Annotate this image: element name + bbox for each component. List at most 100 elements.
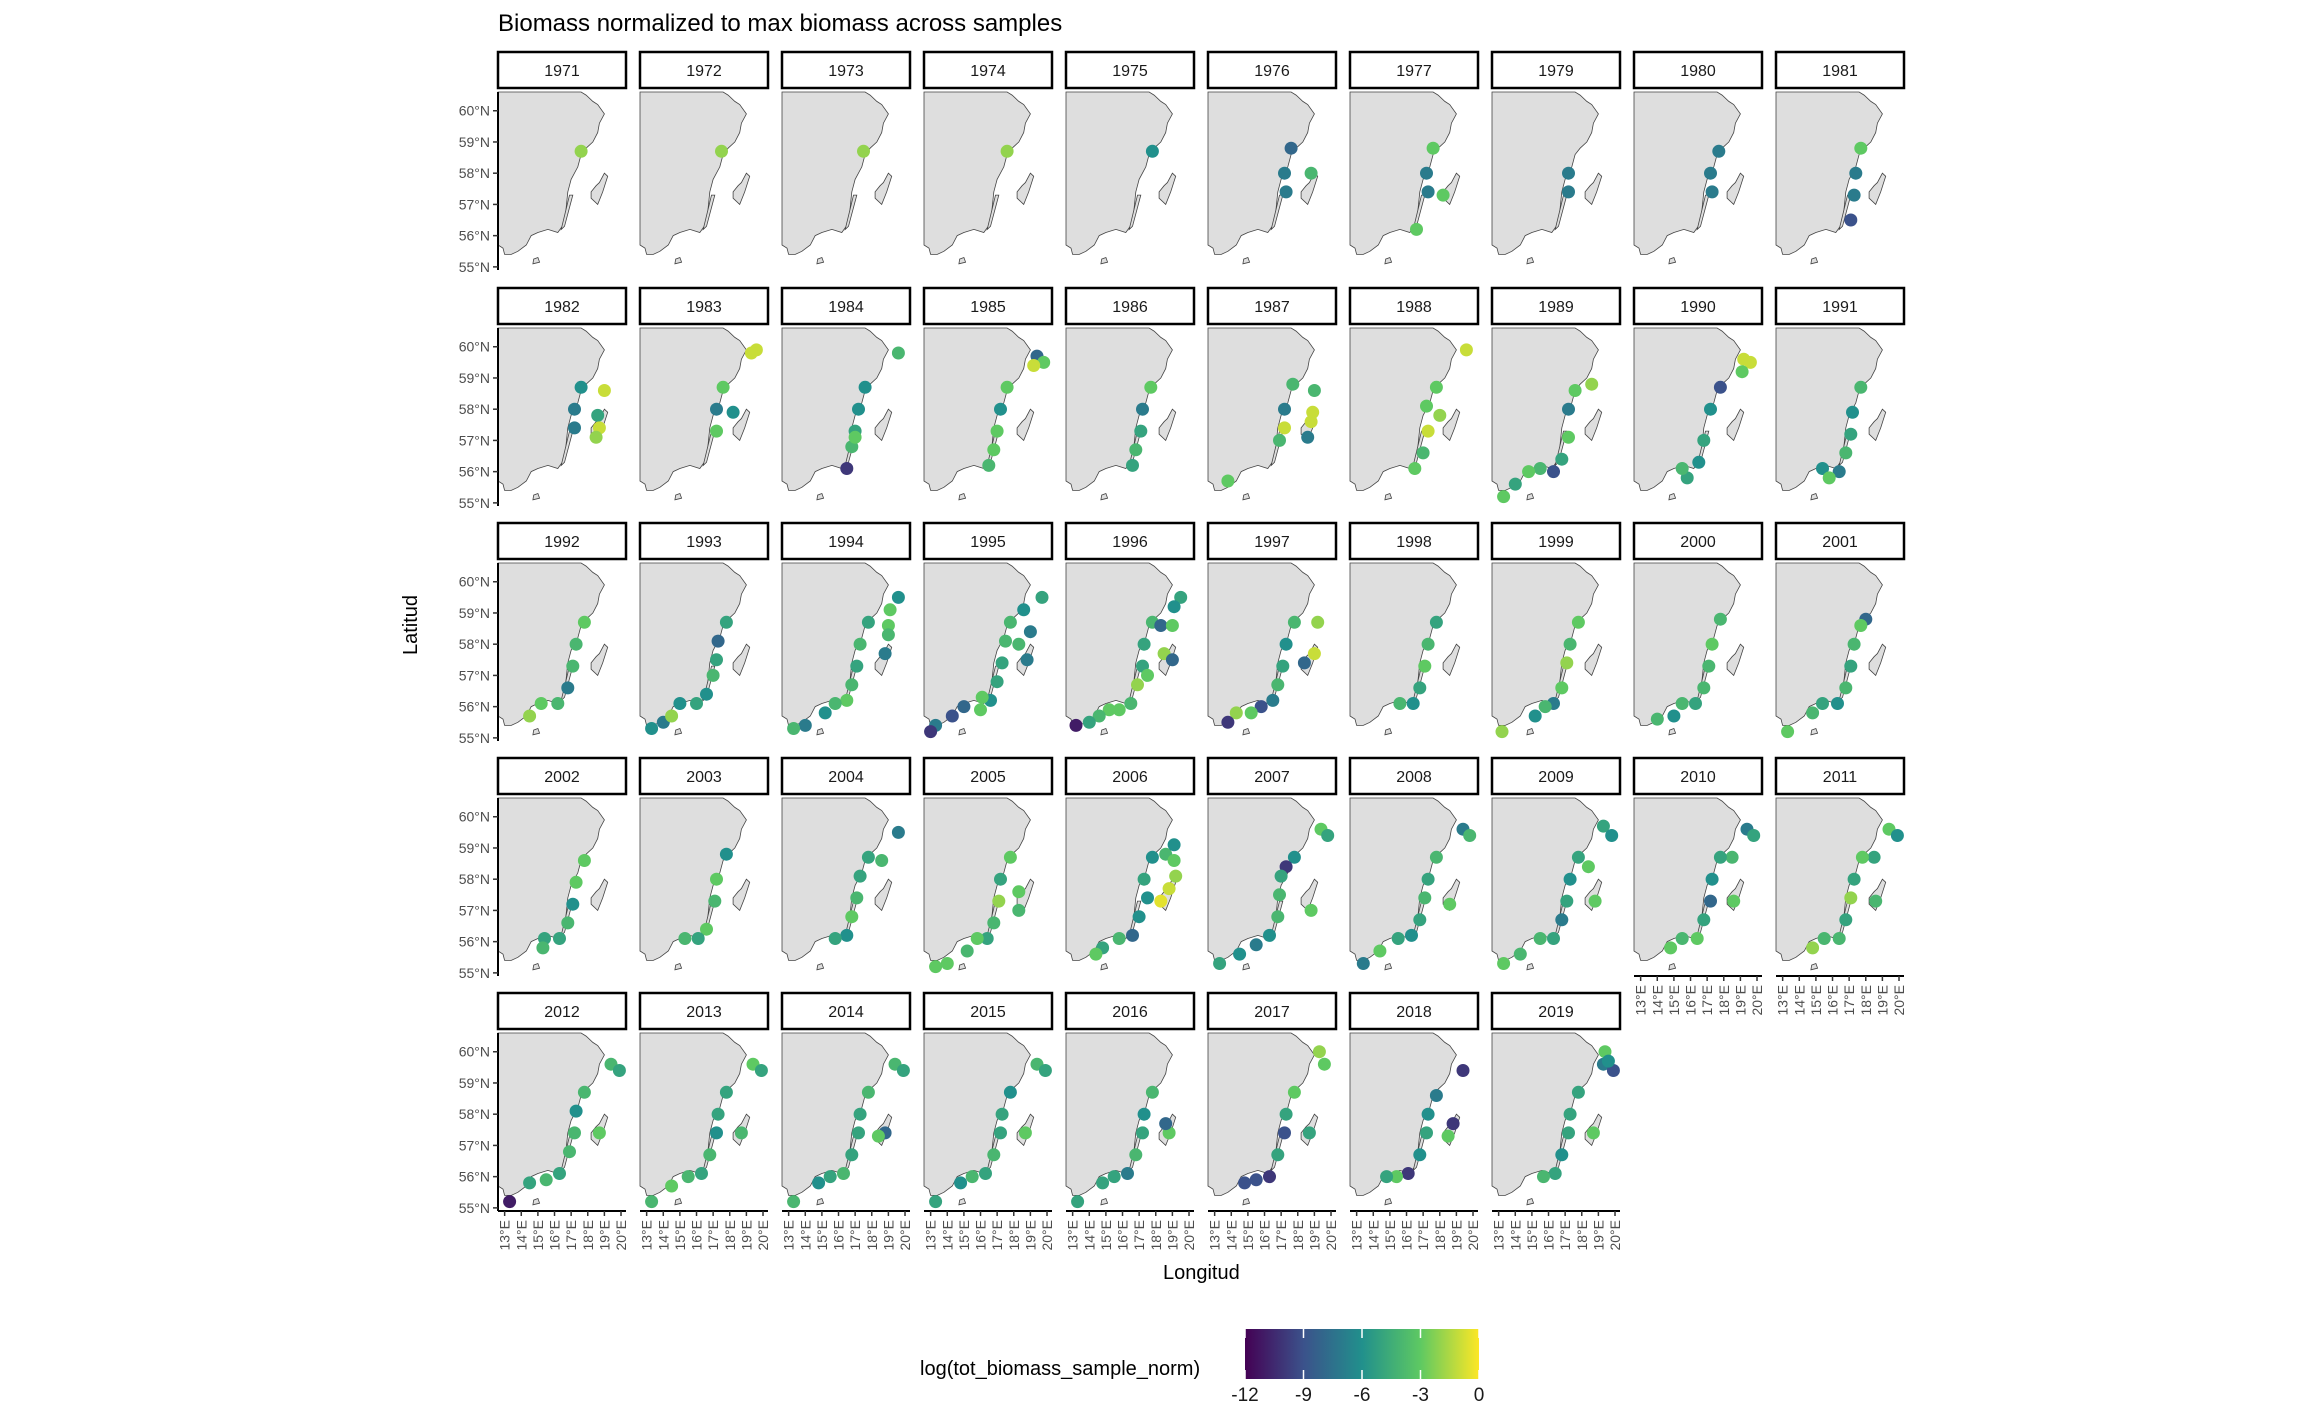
x-tick-label: 14°E: [1791, 985, 1807, 1016]
data-point: [940, 957, 954, 970]
facet-panel-1977: 1977: [1348, 50, 1480, 265]
x-tick-label: 16°E: [1257, 1220, 1273, 1251]
facet-strip: [1064, 521, 1196, 561]
data-point: [710, 424, 723, 438]
facet-strip-label: 2013: [686, 1004, 722, 1021]
facet-strip: [1064, 50, 1196, 90]
facet-strip: [780, 50, 912, 90]
bornholm-shape: [1668, 256, 1677, 265]
data-point: [994, 1126, 1007, 1140]
data-point: [1497, 490, 1511, 504]
data-point: [1167, 600, 1181, 614]
y-tick-label: 57°N: [459, 667, 490, 683]
facet-strip: [1064, 991, 1196, 1031]
data-point: [1601, 1054, 1615, 1068]
data-point: [563, 1145, 576, 1159]
data-point: [710, 653, 723, 667]
facet-strip-label: 1999: [1538, 534, 1574, 551]
facet-strip-label: 1982: [544, 299, 580, 316]
mainland-shape: [1065, 327, 1173, 491]
data-point: [1522, 465, 1536, 479]
data-point: [1816, 462, 1829, 475]
bornholm-shape: [1810, 256, 1819, 265]
data-point: [891, 825, 905, 839]
data-point: [1000, 144, 1014, 158]
bornholm-shape: [958, 727, 967, 736]
data-point: [1562, 166, 1575, 180]
data-point: [1831, 697, 1844, 710]
y-tick-label: 55°N: [459, 259, 490, 275]
mainland-shape: [497, 1032, 605, 1196]
data-point: [1069, 718, 1083, 732]
data-point: [1586, 1126, 1600, 1140]
facet-strip-label: 2011: [1823, 769, 1858, 786]
x-tick-label: 16°E: [1115, 1220, 1131, 1251]
gotland-shape: [1868, 172, 1887, 206]
x-tick-label: 16°E: [831, 1220, 847, 1251]
data-point: [1735, 365, 1749, 379]
data-point: [1562, 185, 1575, 199]
facet-panel-1985: 1985: [922, 286, 1054, 501]
x-tick-label: 18°E: [1432, 1220, 1448, 1251]
data-point: [823, 1170, 837, 1184]
data-point: [681, 1170, 695, 1184]
data-point: [1167, 838, 1181, 852]
x-tick-label: 15°E: [1666, 985, 1682, 1016]
mainland-shape: [1633, 797, 1741, 961]
facet-strip-label: 2019: [1538, 1004, 1574, 1021]
data-point: [1548, 1167, 1562, 1180]
data-point: [1459, 343, 1473, 357]
y-tick-label: 58°N: [459, 165, 490, 181]
data-point: [597, 384, 611, 397]
y-tick-label: 59°N: [459, 840, 490, 856]
data-point: [1380, 1170, 1394, 1184]
y-tick-label: 57°N: [459, 902, 490, 918]
data-point: [1126, 928, 1139, 942]
data-point: [1704, 402, 1717, 416]
data-point: [1429, 615, 1443, 629]
data-point: [665, 709, 679, 723]
facet-strip-label: 1992: [544, 534, 580, 551]
x-tick-label: 18°E: [1148, 1220, 1164, 1251]
gotland-shape: [732, 172, 751, 206]
data-point: [710, 1126, 723, 1140]
data-point: [1806, 706, 1820, 720]
legend-title: log(tot_biomass_sample_norm): [920, 1358, 1201, 1380]
x-tick-label: 19°E: [1164, 1220, 1180, 1251]
data-point: [691, 932, 705, 945]
gotland-shape: [732, 643, 751, 677]
data-point: [673, 697, 687, 710]
data-point: [645, 1195, 659, 1209]
data-point: [1278, 402, 1291, 416]
data-point: [1497, 957, 1511, 970]
data-point: [1705, 637, 1719, 651]
facet-panel-1975: 1975: [1064, 50, 1196, 265]
data-point: [1035, 590, 1049, 604]
legend-tick-label: -3: [1412, 1385, 1429, 1406]
mainland-shape: [639, 91, 747, 255]
data-point: [1446, 1117, 1460, 1131]
facet-strip: [1490, 521, 1622, 561]
bornholm-shape: [1384, 1197, 1393, 1206]
x-tick-label: 20°E: [1465, 1220, 1481, 1251]
data-point: [1560, 656, 1574, 670]
data-point: [1713, 612, 1727, 626]
data-point: [1278, 1126, 1291, 1140]
data-point: [1839, 446, 1853, 460]
data-point: [1705, 872, 1719, 886]
facet-panel-2010: 2010 13°E 14°E 15°E 16°E 17°E 18°E 19°E 20°E: [1633, 756, 1765, 1016]
data-point: [1832, 932, 1846, 945]
facet-strip-label: 1975: [1112, 63, 1148, 80]
data-point: [719, 1085, 733, 1099]
facet-strip: [1490, 991, 1622, 1031]
data-point: [665, 1179, 679, 1193]
x-tick-label: 15°E: [956, 1220, 972, 1251]
x-tick-label: 18°E: [1006, 1220, 1022, 1251]
facet-strip: [922, 991, 1054, 1031]
facet-strip: [1632, 286, 1764, 326]
data-point: [1844, 213, 1858, 227]
facet-strip: [1206, 50, 1338, 90]
data-point: [987, 916, 1001, 930]
